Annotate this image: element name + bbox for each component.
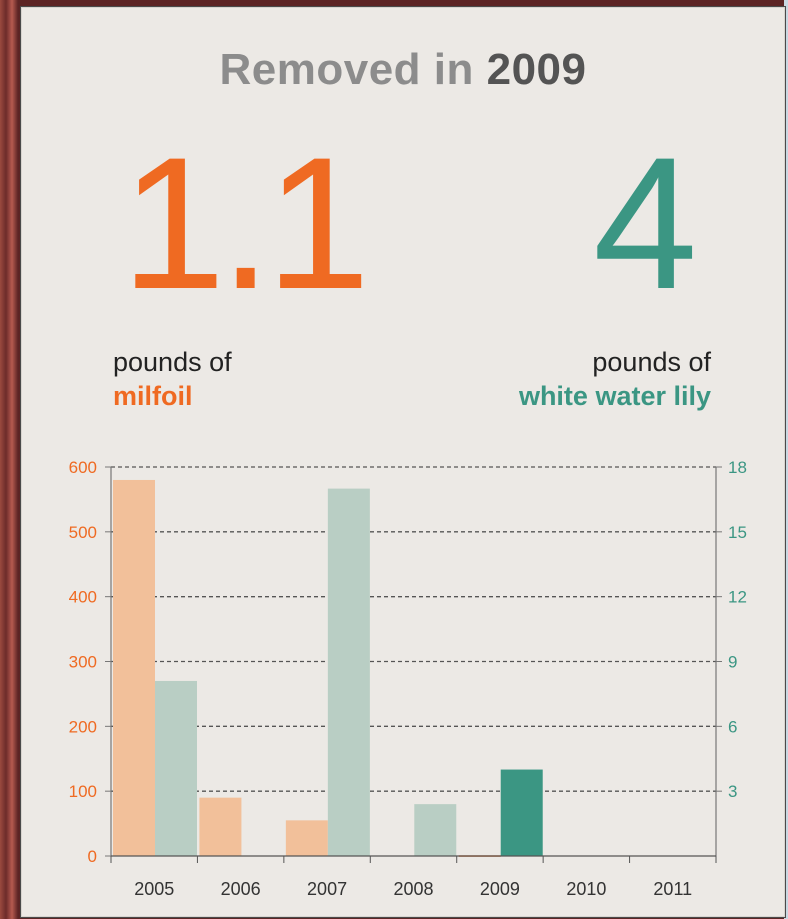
milfoil-caption-line2: milfoil xyxy=(113,381,193,411)
x-tick-label: 2008 xyxy=(393,879,433,899)
window-edge xyxy=(784,0,788,919)
milfoil-bar-2005 xyxy=(113,479,155,856)
title-year: 2009 xyxy=(486,45,587,94)
milfoil-caption: pounds of milfoil xyxy=(113,345,232,413)
left-tick-label: 400 xyxy=(69,588,97,607)
lily-bar-2005 xyxy=(155,680,197,856)
right-tick-label: 15 xyxy=(728,523,747,542)
x-tick-label: 2007 xyxy=(307,879,347,899)
x-tick-label: 2011 xyxy=(653,879,692,899)
milfoil-bar-2007 xyxy=(285,820,328,856)
left-tick-label: 500 xyxy=(69,523,97,542)
lily-bar-2009 xyxy=(500,769,543,856)
left-tick-label: 300 xyxy=(69,653,97,672)
bar-chart: 0 100 200 300 400 500 600 3 6 9 12 15 18 2005 2006 2007… xyxy=(69,458,747,899)
milfoil-stat-value: 1.1 xyxy=(121,118,370,328)
right-tick-label: 18 xyxy=(728,458,747,477)
left-tick-label: 100 xyxy=(69,782,97,801)
right-tick-label: 9 xyxy=(728,653,737,672)
left-tick-label: 0 xyxy=(88,847,97,866)
lily-caption-line1: pounds of xyxy=(592,347,711,377)
right-tick-label: 12 xyxy=(728,588,747,607)
infographic-panel: Removed in 2009 1.1 4 pounds of milfoil … xyxy=(20,6,786,918)
right-tick-label: 6 xyxy=(728,717,737,736)
left-tick-label: 200 xyxy=(69,717,97,736)
page-title: Removed in 2009 xyxy=(21,45,785,95)
right-tick-label: 3 xyxy=(728,782,737,801)
x-tick-label: 2009 xyxy=(480,879,520,899)
lily-stat-value: 4 xyxy=(593,118,698,328)
lily-caption-line2: white water lily xyxy=(518,381,711,411)
milfoil-caption-line1: pounds of xyxy=(113,347,232,377)
x-tick-label: 2010 xyxy=(566,879,606,899)
x-tick-label: 2006 xyxy=(221,879,261,899)
lily-caption: pounds of white water lily xyxy=(519,345,711,413)
milfoil-bar-2006 xyxy=(199,797,242,856)
x-tick-label: 2005 xyxy=(134,879,174,899)
title-prefix: Removed in xyxy=(219,45,474,94)
left-tick-label: 600 xyxy=(69,458,97,477)
lily-bar-2008 xyxy=(414,804,457,856)
lily-bar-2007 xyxy=(327,488,370,856)
